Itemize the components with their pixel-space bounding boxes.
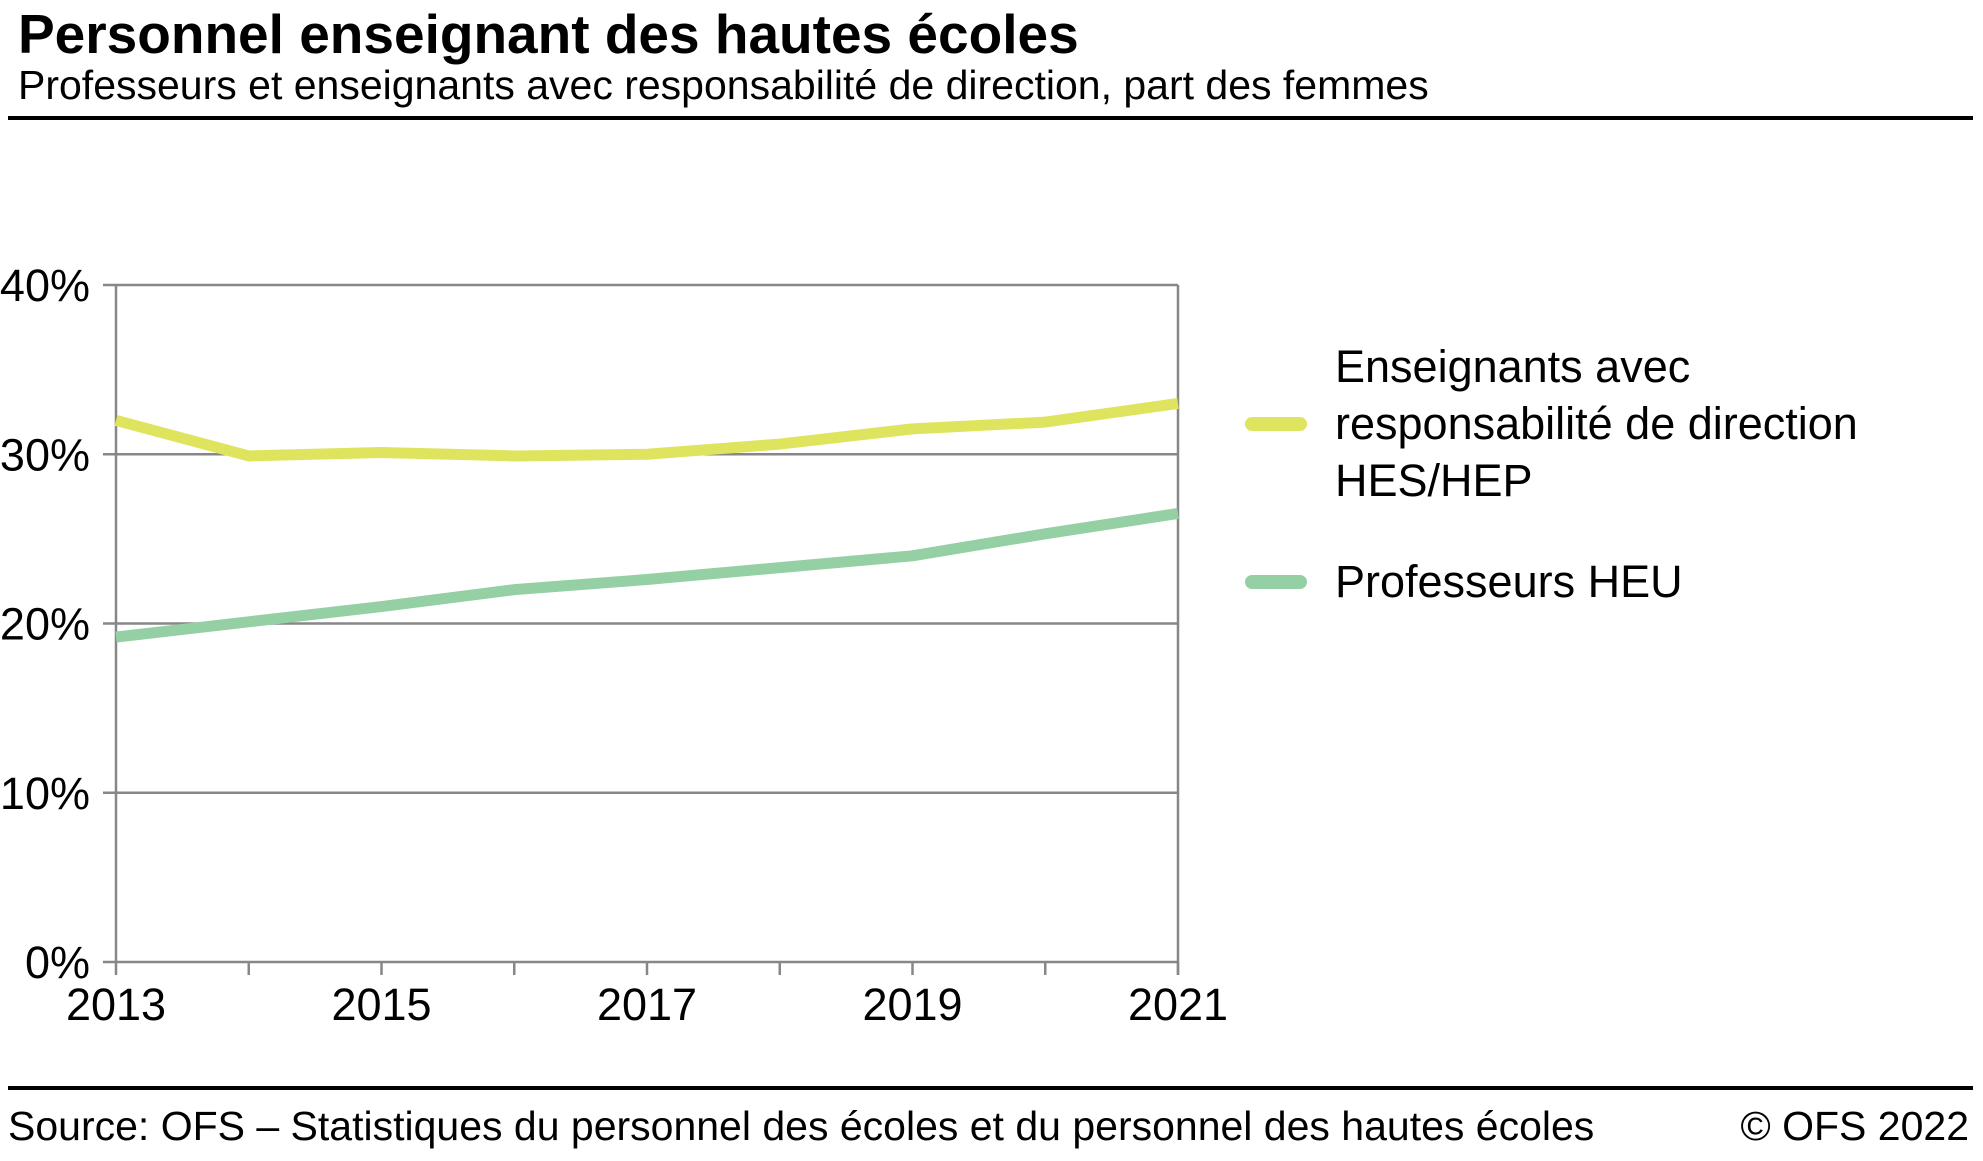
legend-item: Professeurs HEU: [1245, 553, 1965, 610]
x-tick-label: 2017: [597, 979, 697, 1030]
x-tick-label: 2019: [862, 979, 962, 1030]
y-tick-label: 30%: [0, 429, 90, 480]
footer-divider: [8, 1086, 1973, 1090]
y-tick-label: 10%: [0, 768, 90, 819]
y-tick-label: 40%: [0, 260, 90, 311]
legend-label: Enseignants avec responsabilité de direc…: [1335, 341, 1858, 506]
legend-item: Enseignants avec responsabilité de direc…: [1245, 338, 1965, 509]
header-divider: [8, 116, 1973, 120]
series-line-0: [114, 398, 1179, 462]
page-subtitle: Professeurs et enseignants avec responsa…: [18, 62, 1429, 108]
y-tick-label: 20%: [0, 599, 90, 650]
y-tick-label: 0%: [25, 937, 90, 988]
x-tick-label: 2015: [331, 979, 431, 1030]
copyright-note: © OFS 2022: [1740, 1103, 1969, 1149]
series-line-1: [115, 508, 1179, 643]
chart-legend: Enseignants avec responsabilité de direc…: [1245, 338, 1965, 654]
source-note: Source: OFS – Statistiques du personnel …: [8, 1103, 1595, 1149]
legend-swatch: [1245, 416, 1307, 431]
page-title: Personnel enseignant des hautes écoles: [18, 3, 1079, 65]
x-tick-label: 2021: [1128, 979, 1228, 1030]
x-tick-label: 2013: [66, 979, 166, 1030]
legend-label: Professeurs HEU: [1335, 556, 1683, 607]
legend-swatch: [1245, 574, 1307, 589]
